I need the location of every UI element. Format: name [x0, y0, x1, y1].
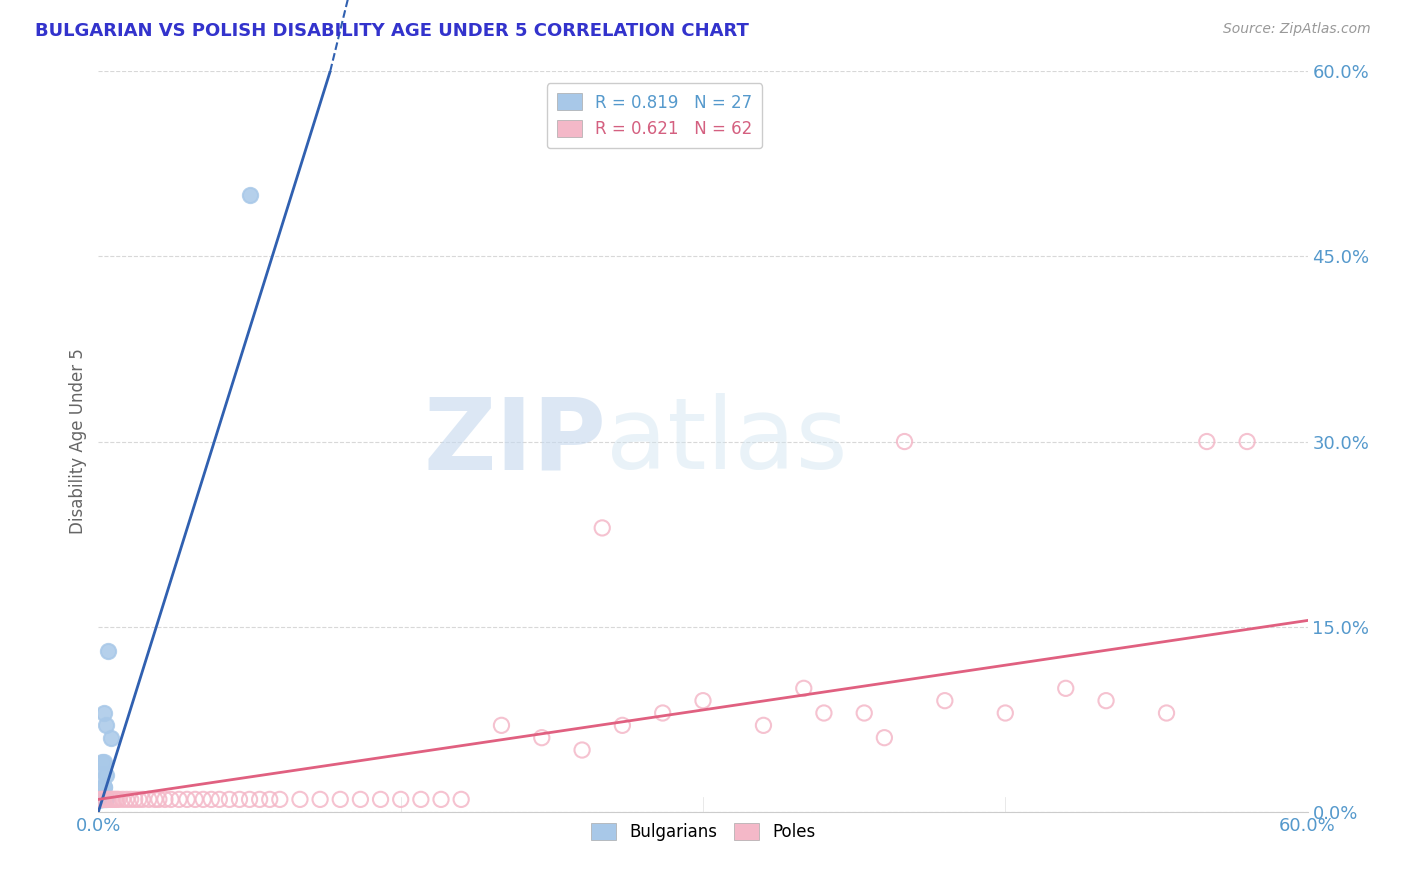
- Point: [89, 792, 111, 806]
- Point: [288, 792, 311, 806]
- Point: [91, 767, 114, 781]
- Point: [89, 792, 111, 806]
- Point: [1095, 694, 1118, 708]
- Point: [138, 792, 160, 806]
- Legend: Bulgarians, Poles: Bulgarians, Poles: [583, 816, 823, 847]
- Point: [89, 792, 111, 806]
- Point: [97, 792, 120, 806]
- Point: [1156, 706, 1178, 720]
- Point: [1054, 681, 1077, 696]
- Point: [491, 718, 513, 732]
- Point: [409, 792, 432, 806]
- Point: [115, 792, 138, 806]
- Point: [591, 521, 613, 535]
- Point: [450, 792, 472, 806]
- Point: [89, 792, 111, 806]
- Point: [269, 792, 291, 806]
- Point: [97, 644, 120, 658]
- Point: [309, 792, 332, 806]
- Point: [96, 718, 118, 732]
- Point: [651, 706, 673, 720]
- Point: [530, 731, 553, 745]
- Point: [89, 792, 111, 806]
- Point: [96, 792, 118, 806]
- Point: [349, 792, 371, 806]
- Point: [124, 792, 146, 806]
- Point: [91, 792, 114, 806]
- Point: [430, 792, 453, 806]
- Y-axis label: Disability Age Under 5: Disability Age Under 5: [69, 349, 87, 534]
- Text: Source: ZipAtlas.com: Source: ZipAtlas.com: [1223, 22, 1371, 37]
- Point: [101, 792, 124, 806]
- Point: [813, 706, 835, 720]
- Point: [193, 792, 215, 806]
- Point: [167, 792, 190, 806]
- Point: [93, 780, 115, 794]
- Point: [239, 792, 262, 806]
- Point: [91, 792, 114, 806]
- Point: [153, 792, 176, 806]
- Point: [148, 792, 170, 806]
- Point: [329, 792, 352, 806]
- Point: [176, 792, 198, 806]
- Point: [103, 792, 125, 806]
- Point: [93, 706, 115, 720]
- Point: [218, 792, 240, 806]
- Point: [89, 792, 111, 806]
- Text: atlas: atlas: [606, 393, 848, 490]
- Point: [370, 792, 392, 806]
- Point: [100, 731, 122, 745]
- Point: [259, 792, 281, 806]
- Point: [389, 792, 412, 806]
- Point: [208, 792, 231, 806]
- Point: [105, 792, 128, 806]
- Point: [692, 694, 714, 708]
- Point: [184, 792, 207, 806]
- Point: [160, 792, 183, 806]
- Point: [752, 718, 775, 732]
- Point: [89, 792, 111, 806]
- Point: [793, 681, 815, 696]
- Point: [96, 767, 118, 781]
- Point: [89, 792, 111, 806]
- Point: [93, 756, 115, 770]
- Point: [89, 792, 111, 806]
- Point: [128, 792, 150, 806]
- Text: BULGARIAN VS POLISH DISABILITY AGE UNDER 5 CORRELATION CHART: BULGARIAN VS POLISH DISABILITY AGE UNDER…: [35, 22, 749, 40]
- Point: [93, 792, 115, 806]
- Point: [612, 718, 634, 732]
- Point: [228, 792, 250, 806]
- Point: [571, 743, 593, 757]
- Point: [120, 792, 142, 806]
- Point: [132, 792, 155, 806]
- Point: [873, 731, 896, 745]
- Point: [1236, 434, 1258, 449]
- Point: [93, 792, 115, 806]
- Text: ZIP: ZIP: [423, 393, 606, 490]
- Point: [93, 780, 115, 794]
- Point: [853, 706, 876, 720]
- Point: [89, 792, 111, 806]
- Point: [934, 694, 956, 708]
- Point: [91, 792, 114, 806]
- Point: [1195, 434, 1218, 449]
- Point: [200, 792, 222, 806]
- Point: [91, 792, 114, 806]
- Point: [107, 792, 129, 806]
- Point: [100, 792, 122, 806]
- Point: [239, 187, 262, 202]
- Point: [143, 792, 166, 806]
- Point: [89, 792, 111, 806]
- Point: [89, 792, 111, 806]
- Point: [249, 792, 271, 806]
- Point: [994, 706, 1017, 720]
- Point: [111, 792, 134, 806]
- Point: [91, 756, 114, 770]
- Point: [893, 434, 915, 449]
- Point: [96, 792, 118, 806]
